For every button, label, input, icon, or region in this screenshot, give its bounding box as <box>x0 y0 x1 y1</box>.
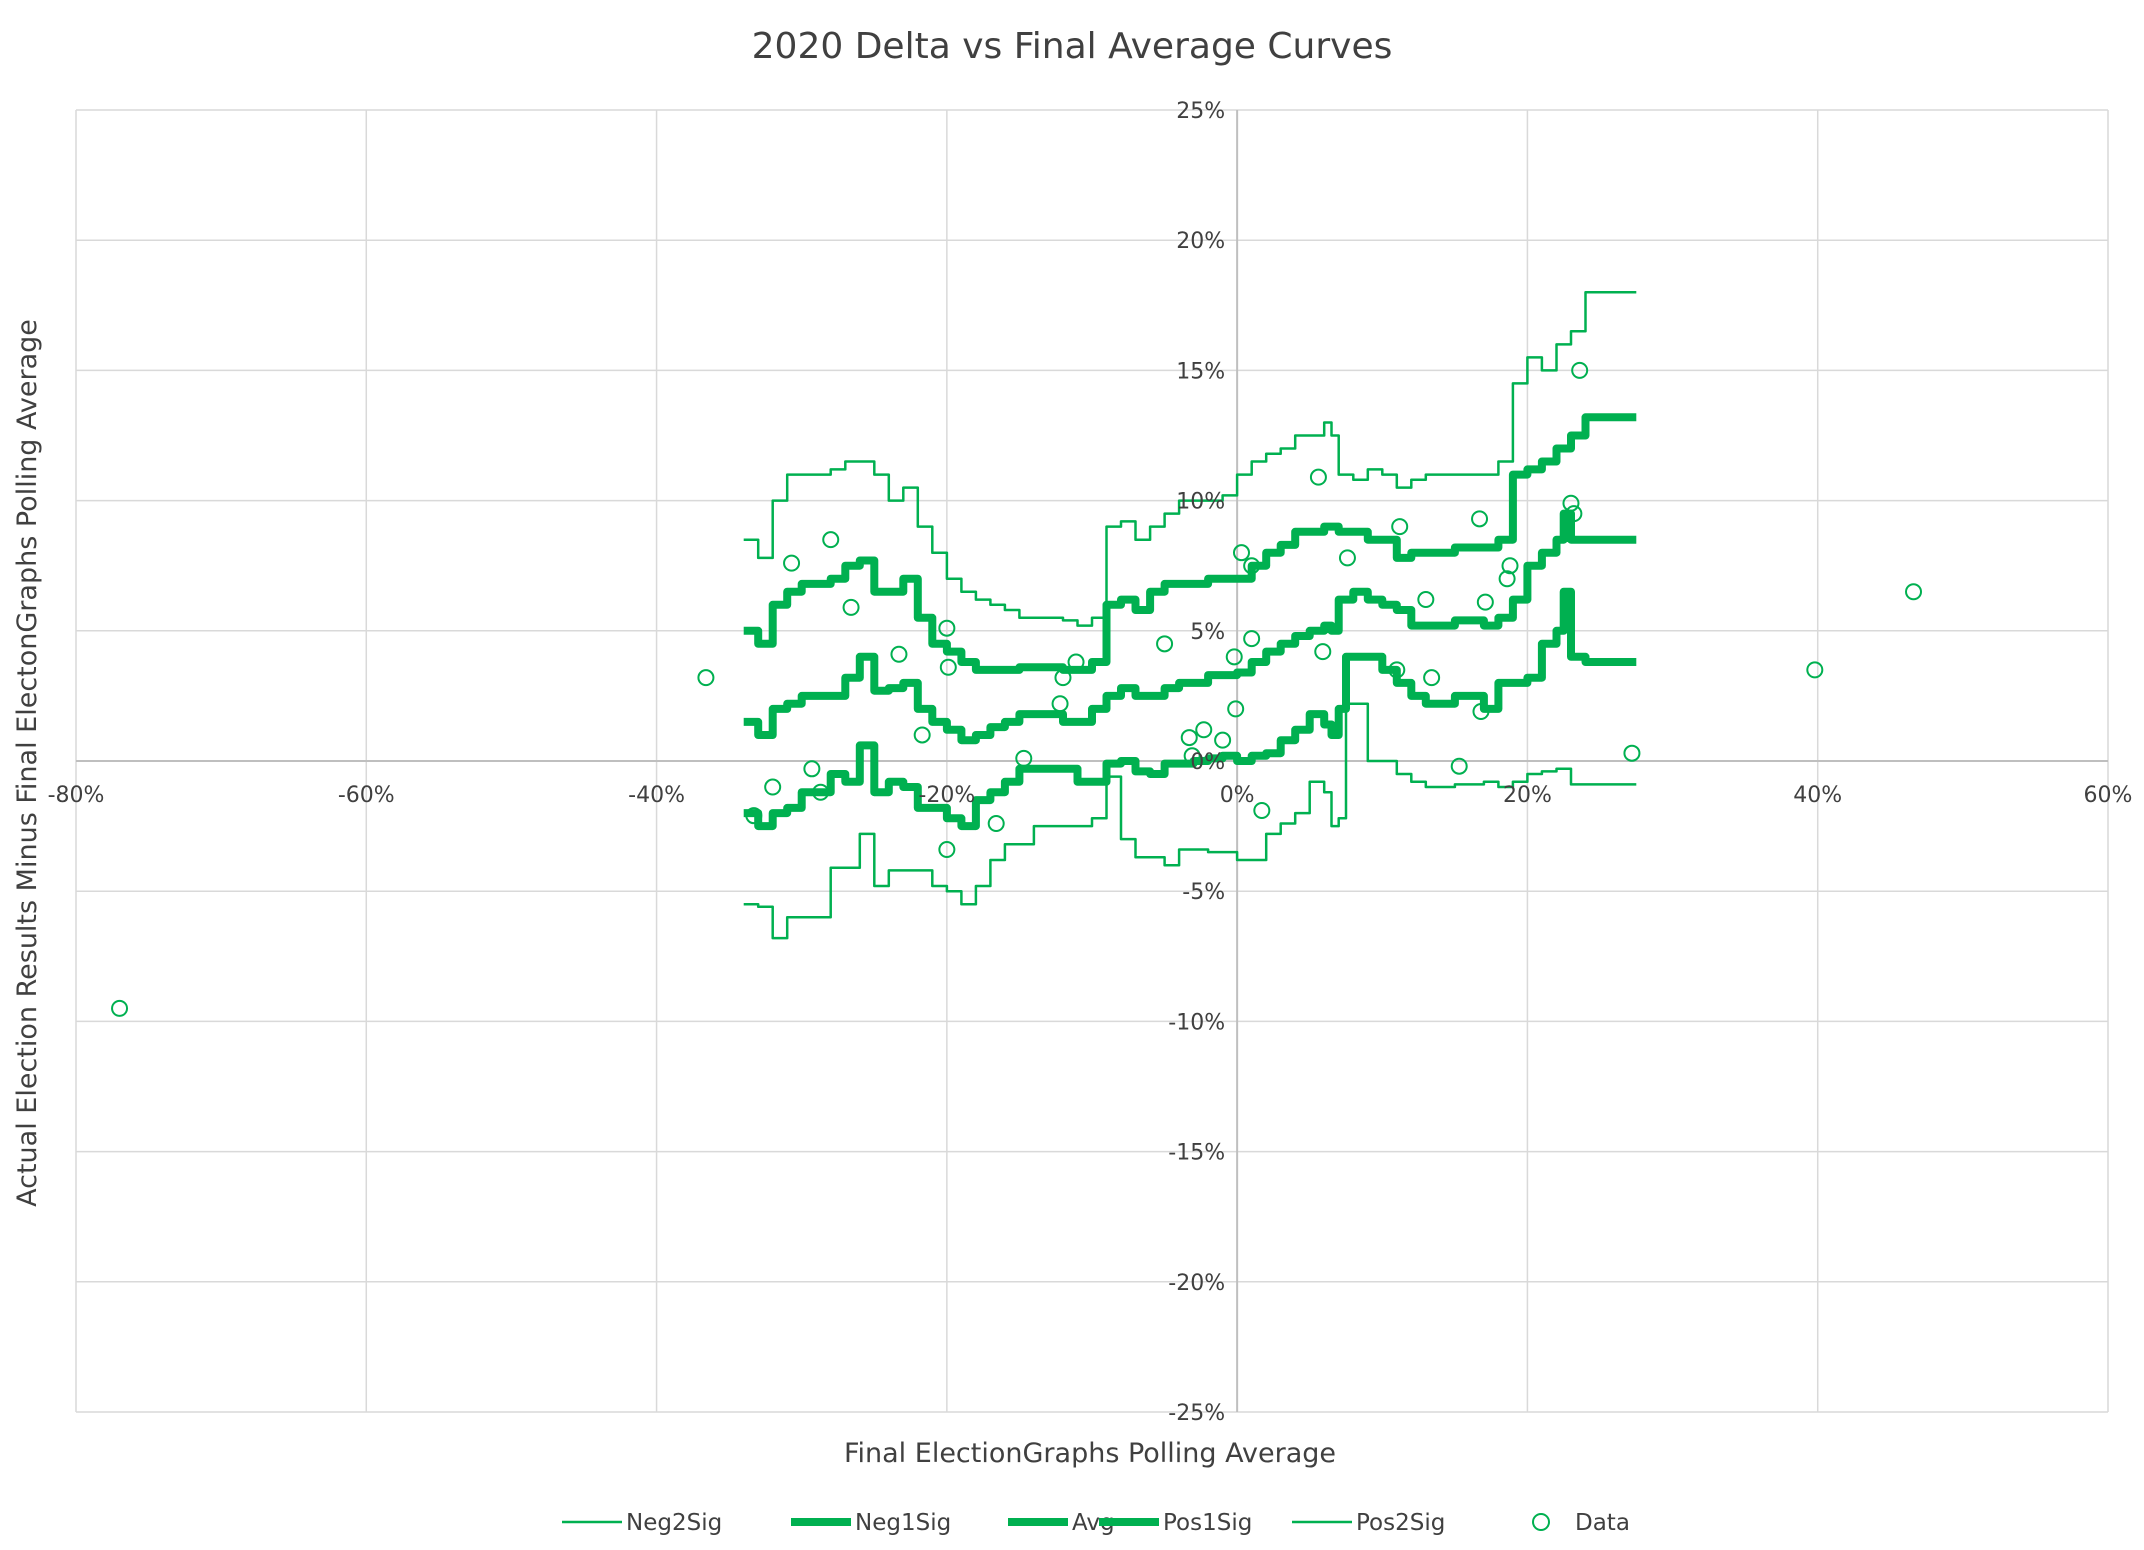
x-tick-label: -60% <box>338 783 395 808</box>
y-tick-label: 15% <box>1176 359 1225 384</box>
chart-title: 2020 Delta vs Final Average Curves <box>752 26 1393 67</box>
data-point <box>1423 669 1441 687</box>
data-point <box>1450 757 1468 775</box>
data-point <box>697 669 715 687</box>
data-point <box>745 807 763 825</box>
data-point <box>1388 661 1406 679</box>
data-point <box>822 531 840 549</box>
series-line-pos2sig <box>743 291 1637 627</box>
data-point <box>1501 557 1519 575</box>
data-point <box>1156 635 1174 653</box>
y-axis-title: Actual Election Results Minus Final Elec… <box>12 319 43 1207</box>
data-point <box>1051 695 1069 713</box>
data-point <box>1183 747 1201 765</box>
data-point <box>1243 557 1261 575</box>
data-point <box>1391 518 1409 536</box>
data-point <box>764 778 782 796</box>
series-line-neg1sig <box>743 587 1637 831</box>
y-tick-label: 10% <box>1176 490 1225 515</box>
data-point <box>783 554 801 572</box>
x-tick-label: 60% <box>2084 783 2133 808</box>
y-tick-label: 20% <box>1176 229 1225 254</box>
x-tick-label: -80% <box>48 783 105 808</box>
series-line-neg2sig <box>743 702 1637 940</box>
data-point <box>1905 583 1923 601</box>
data-point <box>803 760 821 778</box>
data-point <box>987 814 1005 832</box>
data-point <box>1232 544 1250 562</box>
data-point <box>1498 570 1516 588</box>
x-axis-title: Final ElectionGraphs Polling Average <box>844 1438 1336 1469</box>
data-point <box>1338 549 1356 567</box>
data-point <box>842 598 860 616</box>
data-point <box>1571 361 1589 379</box>
data-point <box>1476 593 1494 611</box>
legend-label-pos1sig: Pos1Sig <box>1163 1510 1252 1536</box>
data-point <box>1253 801 1271 819</box>
x-tick-label: 40% <box>1793 783 1842 808</box>
data-point <box>1195 721 1213 739</box>
data-point <box>1225 648 1243 666</box>
data-point <box>1309 468 1327 486</box>
data-point <box>1562 494 1580 512</box>
data-point <box>812 783 830 801</box>
y-tick-label: -20% <box>1168 1271 1225 1296</box>
x-tick-label: 0% <box>1220 783 1255 808</box>
legend-label-data: Data <box>1575 1510 1630 1536</box>
data-point <box>938 841 956 859</box>
series-layer <box>111 291 1923 1017</box>
data-point <box>913 726 931 744</box>
data-point <box>938 619 956 637</box>
data-point <box>1243 630 1261 648</box>
legend-label-neg1sig: Neg1Sig <box>855 1510 951 1536</box>
data-point <box>890 645 908 663</box>
series-line-pos1sig <box>743 413 1637 674</box>
data-point <box>1314 643 1332 661</box>
grid <box>75 109 2109 1413</box>
x-tick-label: 20% <box>1503 783 1552 808</box>
y-tick-label: -15% <box>1168 1141 1225 1166</box>
y-tick-label: -5% <box>1182 880 1225 905</box>
data-point <box>111 999 129 1017</box>
data-point <box>1015 749 1033 767</box>
y-tick-label: 5% <box>1190 620 1225 645</box>
data-point <box>1472 703 1490 721</box>
y-tick-label: -10% <box>1168 1010 1225 1035</box>
tick-labels: -80% -60% -40% -20% 0% 20% 40% 60% 25% 20% 15% 10% 5… <box>48 99 2133 1426</box>
legend-label-neg2sig: Neg2Sig <box>626 1510 722 1536</box>
data-point <box>1067 653 1085 671</box>
data-point <box>1471 510 1489 528</box>
data-point <box>1214 731 1232 749</box>
series-line-avg <box>743 509 1637 745</box>
x-tick-label: -20% <box>918 783 975 808</box>
data-point <box>939 658 957 676</box>
data-point <box>1565 505 1583 523</box>
x-tick-label: -40% <box>628 783 685 808</box>
data-point <box>1806 661 1824 679</box>
legend-label-pos2sig: Pos2Sig <box>1356 1510 1445 1536</box>
data-point <box>1054 669 1072 687</box>
legend: Neg2Sig Neg1Sig Avg Pos1Sig Pos2Sig Data <box>562 1510 1630 1536</box>
data-point <box>1623 744 1641 762</box>
legend-swatch-data <box>1532 1513 1550 1531</box>
data-point <box>1180 729 1198 747</box>
y-tick-label: -25% <box>1168 1401 1225 1426</box>
data-point <box>1227 700 1245 718</box>
y-tick-label: 25% <box>1176 99 1225 124</box>
y-tick-label: 0% <box>1190 750 1225 775</box>
data-point <box>1417 591 1435 609</box>
